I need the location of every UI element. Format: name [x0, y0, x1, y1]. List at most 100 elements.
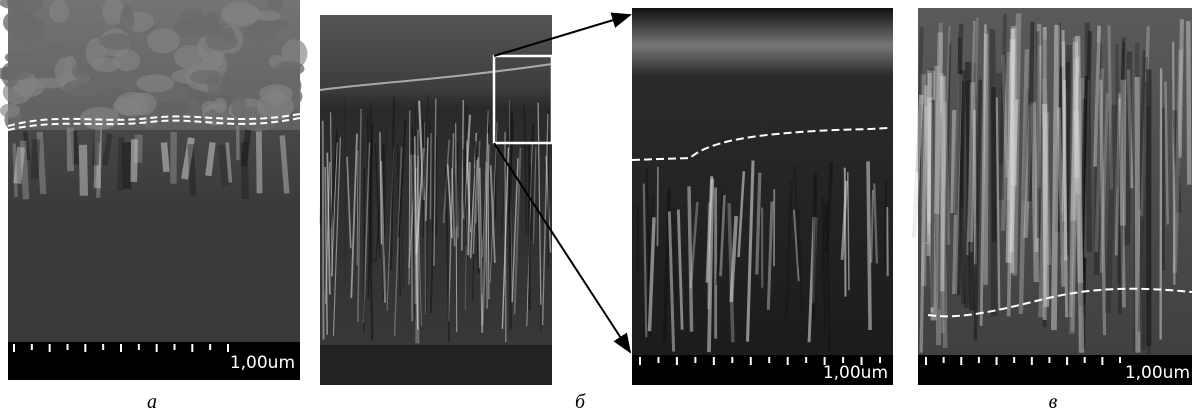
- texture-streak: [645, 195, 655, 344]
- texture-streak: [425, 117, 431, 317]
- scale-bar: [918, 355, 1192, 385]
- texture-streak: [1099, 79, 1107, 336]
- texture-streak: [501, 147, 510, 329]
- texture-streak: [1023, 104, 1034, 238]
- texture-streak: [1159, 68, 1163, 340]
- texture-streak: [36, 131, 47, 195]
- texture-streak: [1172, 42, 1176, 285]
- texture-streak: [415, 129, 419, 344]
- texture-streak: [1036, 45, 1042, 188]
- texture-streak: [500, 128, 509, 236]
- texture-streak: [511, 158, 519, 303]
- texture-streak: [1064, 61, 1071, 256]
- texture-streak: [431, 124, 435, 233]
- texture-streak: [467, 162, 471, 256]
- texture-streak: [1073, 111, 1084, 283]
- texture-streak: [1022, 88, 1030, 202]
- texture-streak: [93, 138, 100, 179]
- texture-streak: [1062, 45, 1072, 232]
- texture-streak: [1114, 98, 1121, 256]
- texture-streak: [676, 209, 684, 330]
- texture-streak: [687, 186, 694, 332]
- texture-streak: [866, 161, 872, 330]
- zoom-arrow: [493, 142, 632, 354]
- texture-streak: [989, 29, 997, 316]
- texture-streak: [478, 167, 484, 333]
- texture-streak: [1164, 81, 1169, 225]
- texture-streak: [1074, 35, 1085, 353]
- texture-streak: [541, 113, 549, 325]
- texture-streak: [410, 154, 414, 322]
- texture-streak: [321, 120, 325, 340]
- texture-streak: [130, 139, 138, 182]
- panel-b-zoom: 1,00um б: [575, 8, 893, 413]
- texture-streak: [847, 172, 850, 291]
- texture-streak: [933, 32, 944, 214]
- texture-streak: [240, 142, 249, 200]
- texture-streak: [957, 37, 966, 305]
- texture-streak: [1070, 58, 1080, 221]
- texture-streak: [421, 95, 429, 214]
- texture-streak: [508, 121, 515, 227]
- texture-streak: [689, 201, 699, 289]
- texture-streak: [537, 102, 542, 305]
- texture-streak: [784, 180, 793, 319]
- texture-streak: [344, 97, 347, 283]
- texture-streak: [442, 139, 450, 224]
- zoom-box: [492, 54, 554, 145]
- texture-streak: [924, 70, 933, 245]
- texture-streak: [1058, 23, 1063, 256]
- texture-streak: [1070, 55, 1080, 332]
- texture-streak: [1007, 71, 1015, 201]
- texture-streak: [1005, 39, 1016, 263]
- texture-streak: [326, 152, 331, 295]
- texture-streak: [78, 144, 88, 196]
- panel-c: 1,00um в: [911, 8, 1192, 413]
- texture-streak: [959, 81, 967, 208]
- boundary-line: [7, 117, 301, 131]
- texture-streak: [973, 79, 983, 341]
- texture-streak: [954, 70, 966, 296]
- texture-streak: [729, 215, 739, 303]
- texture-streak: [1072, 41, 1081, 178]
- texture-streak: [93, 125, 102, 189]
- texture-streak: [924, 105, 931, 235]
- texture-streak: [1018, 49, 1030, 315]
- texture-streak: [319, 134, 323, 225]
- texture-streak: [70, 130, 80, 165]
- texture-streak: [1011, 13, 1022, 276]
- texture-streak: [930, 99, 935, 308]
- texture-streak: [927, 103, 933, 224]
- texture-streak: [255, 128, 263, 194]
- texture-streak: [455, 161, 460, 238]
- texture-streak: [1117, 93, 1126, 308]
- texture-streak: [1186, 21, 1192, 185]
- texture-streak: [1116, 41, 1126, 189]
- texture-streak: [1107, 25, 1114, 189]
- texture-streak: [523, 104, 528, 235]
- texture-streak: [346, 156, 352, 249]
- texture-streak: [1001, 54, 1009, 178]
- texture-streak: [916, 27, 924, 173]
- texture-streak: [450, 168, 456, 247]
- texture-streak: [1140, 26, 1151, 217]
- texture-streak: [489, 165, 496, 263]
- texture-streak: [1115, 44, 1121, 285]
- texture-streak: [1099, 93, 1109, 273]
- texture-streak: [356, 150, 359, 266]
- texture-streak: [840, 180, 848, 260]
- texture-streak: [938, 22, 945, 334]
- texture-streak: [886, 207, 889, 277]
- panel-label: в: [1049, 391, 1058, 413]
- texture-streak: [117, 137, 125, 191]
- texture-streak: [821, 197, 827, 336]
- texture-streak: [487, 133, 490, 300]
- texture-streak: [715, 190, 724, 285]
- panel-label: а: [147, 391, 157, 413]
- texture-streak: [939, 73, 948, 348]
- texture-streak: [705, 175, 714, 283]
- texture-streak: [1075, 78, 1085, 194]
- texture-streak: [996, 73, 1005, 200]
- panel-b: [319, 12, 632, 385]
